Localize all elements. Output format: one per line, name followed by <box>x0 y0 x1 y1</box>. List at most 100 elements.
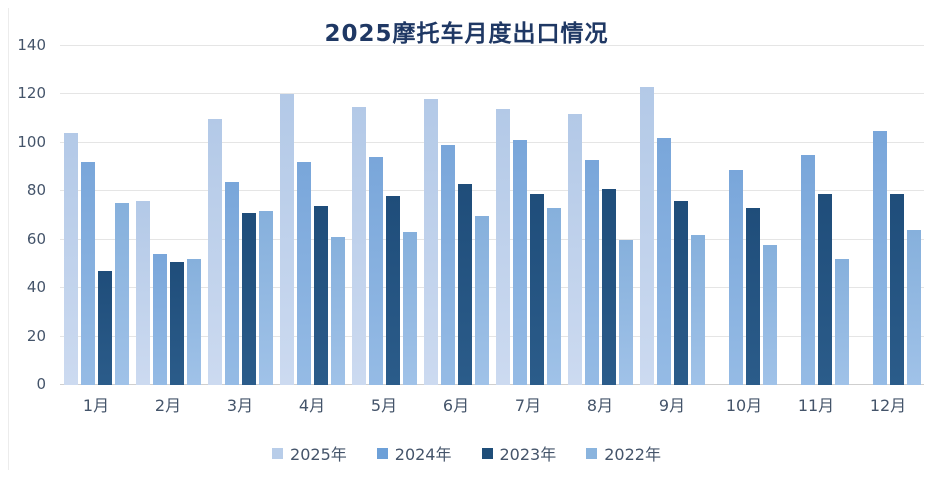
legend-marker-icon <box>376 447 388 459</box>
bar-2023年-5月 <box>385 196 400 385</box>
bars-layer <box>60 46 924 385</box>
bar-2025年-1月 <box>63 133 78 385</box>
chart-legend: 2025年 2024年 2023年 2022年 <box>0 441 933 465</box>
bar-group-4月 <box>276 46 348 385</box>
bar-2023年-12月 <box>889 193 904 385</box>
bar-slot <box>152 46 167 385</box>
bar-2025年-7月 <box>495 108 510 385</box>
bar-slot <box>745 46 760 385</box>
bar-2024年-3月 <box>224 181 239 385</box>
bar-slot <box>856 46 870 385</box>
bar-slot <box>800 46 815 385</box>
gridline-40: 40 <box>27 278 924 296</box>
bar-slot <box>330 46 345 385</box>
bar-slot <box>279 46 294 385</box>
bar-2024年-6月 <box>440 145 455 385</box>
bar-slot <box>529 46 544 385</box>
x-axis-label-11月: 11月 <box>797 396 835 415</box>
y-axis-tick-40: 40 <box>26 278 46 297</box>
bar-2022年-8月 <box>618 239 633 385</box>
gridline-140: 140 <box>17 36 924 54</box>
bar-slot <box>584 46 599 385</box>
bar-2023年-1月 <box>97 271 112 385</box>
bar-2023年-6月 <box>457 184 472 385</box>
x-axis-label-4月: 4月 <box>298 396 326 415</box>
y-axis-tick-100: 100 <box>17 132 46 151</box>
bar-2024年-11月 <box>800 154 815 385</box>
bar-slot <box>258 46 273 385</box>
legend-label: 2022年 <box>604 445 661 464</box>
bar-2023年-9月 <box>673 200 688 385</box>
bar-slot <box>495 46 510 385</box>
bar-2022年-9月 <box>690 234 705 385</box>
bar-group-10月 <box>708 46 780 385</box>
bar-slot <box>114 46 129 385</box>
bar-slot <box>63 46 78 385</box>
bar-2024年-5月 <box>368 157 383 385</box>
bar-slot <box>296 46 311 385</box>
gridline-60: 60 <box>27 230 924 248</box>
x-axis-label-3月: 3月 <box>226 396 254 415</box>
bar-2025年-3月 <box>207 118 222 385</box>
bar-2022年-7月 <box>546 208 561 385</box>
y-axis-tick-140: 140 <box>17 36 46 54</box>
bar-2024年-8月 <box>584 159 599 385</box>
bar-2024年-2月 <box>152 254 167 385</box>
bar-group-5月 <box>348 46 420 385</box>
bar-slot <box>457 46 472 385</box>
bar-slot <box>889 46 904 385</box>
bar-slot <box>673 46 688 385</box>
bar-slot <box>906 46 921 385</box>
bar-group-12月 <box>852 46 924 385</box>
bar-slot <box>207 46 222 385</box>
legend-label: 2023年 <box>499 445 557 464</box>
legend-label: 2025年 <box>290 445 347 464</box>
bar-2022年-12月 <box>906 230 921 385</box>
bar-slot <box>368 46 383 385</box>
bar-slot <box>762 46 777 385</box>
bar-slot <box>601 46 616 385</box>
legend-item-2025年: 2025年 <box>272 441 347 465</box>
bar-2022年-6月 <box>474 215 489 385</box>
bar-2025年-5月 <box>351 106 366 385</box>
bar-group-3月 <box>204 46 276 385</box>
chart-title: 2025摩托车月度出口情况 <box>324 21 609 47</box>
bar-2022年-2月 <box>186 259 201 385</box>
bar-slot <box>618 46 633 385</box>
bar-group-11月 <box>780 46 852 385</box>
legend-label: 2024年 <box>394 445 452 464</box>
bar-2022年-1月 <box>114 203 129 385</box>
bar-2023年-10月 <box>745 208 760 385</box>
bar-2022年-10月 <box>762 244 777 385</box>
x-axis-label-10月: 10月 <box>725 396 763 415</box>
x-axis-label-2月: 2月 <box>154 396 182 415</box>
bar-2025年-9月 <box>639 87 654 385</box>
bar-slot <box>186 46 201 385</box>
legend-marker-icon <box>481 447 493 459</box>
bar-2023年-8月 <box>601 188 616 385</box>
bar-group-2月 <box>132 46 204 385</box>
bar-2025年-8月 <box>567 113 582 385</box>
gridline-120: 120 <box>17 84 924 102</box>
bar-slot <box>241 46 256 385</box>
bar-slot <box>474 46 489 385</box>
legend-marker-icon <box>272 447 284 459</box>
bar-slot <box>639 46 654 385</box>
y-axis-tick-60: 60 <box>26 229 46 248</box>
y-axis-tick-80: 80 <box>26 181 46 200</box>
bar-2025年-2月 <box>135 200 150 385</box>
bar-group-6月 <box>420 46 492 385</box>
bar-group-8月 <box>564 46 636 385</box>
bar-2024年-4月 <box>296 162 311 385</box>
bar-slot <box>135 46 150 385</box>
bar-slot <box>351 46 366 385</box>
bar-2025年-6月 <box>423 99 438 385</box>
bar-slot <box>440 46 455 385</box>
x-axis-label-9月: 9月 <box>658 396 686 415</box>
bar-2024年-9月 <box>656 138 671 385</box>
bar-slot <box>423 46 438 385</box>
bar-slot <box>817 46 832 385</box>
bar-slot <box>313 46 328 385</box>
bar-slot <box>690 46 705 385</box>
